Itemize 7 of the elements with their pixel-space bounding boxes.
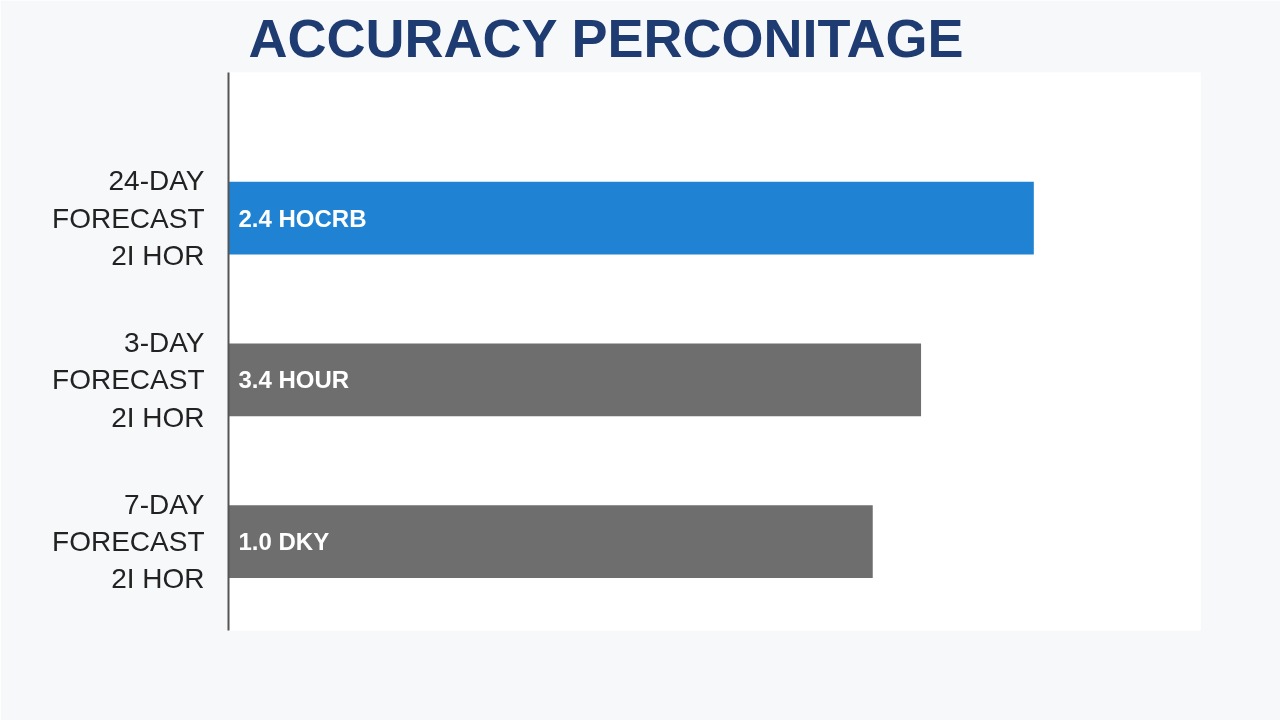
annotation: 1.0 DKY: [238, 528, 330, 556]
chart-title: ACCURACY PERCONITAGE: [248, 7, 964, 68]
annotation: 3.4 HOUR: [238, 366, 350, 394]
y-tick-label: 7-DAY FORECAST 2I HOR: [52, 488, 205, 595]
y-tick-label: 24-DAY FORECAST 2I HOR: [52, 165, 205, 271]
y-tick-label: 3-DAY FORECAST 2I HOR: [52, 327, 205, 433]
annotation: 2.4 HOCRB: [238, 204, 367, 232]
